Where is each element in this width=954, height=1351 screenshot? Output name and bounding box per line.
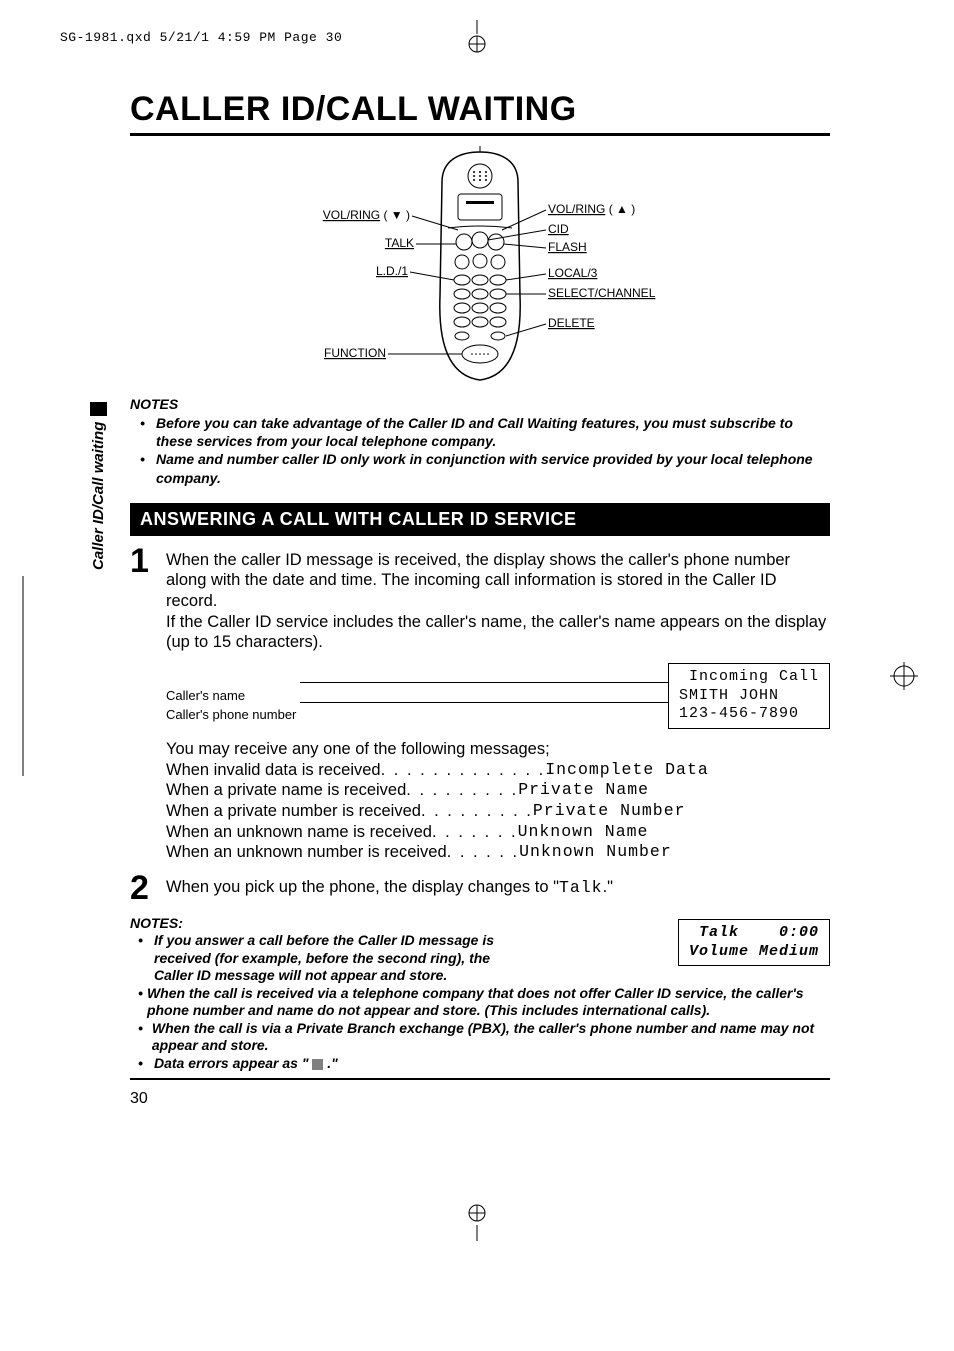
- step-2: 2 When you pick up the phone, the displa…: [130, 877, 830, 905]
- step-body: When you pick up the phone, the display …: [166, 877, 830, 905]
- svg-text:LOCAL/3: LOCAL/3: [548, 266, 598, 280]
- registration-left-icon: [20, 576, 26, 776]
- svg-text:VOL/RING ( ▲ ): VOL/RING ( ▲ ): [548, 202, 635, 216]
- note-item: When the call is via a Private Branch ex…: [152, 1020, 830, 1055]
- side-tab: Caller ID/Call waiting: [90, 402, 107, 570]
- svg-text:TALK: TALK: [385, 236, 414, 250]
- note-item: When the call is received via a telephon…: [147, 985, 830, 1020]
- running-head: SG-1981.qxd 5/21/1 4:59 PM Page 30: [60, 30, 342, 45]
- message-row: When an unknown name is received . . . .…: [166, 822, 830, 843]
- message-row: When a private number is received . . . …: [166, 801, 830, 822]
- caller-name-label: Caller's name: [166, 686, 296, 705]
- svg-text:FUNCTION: FUNCTION: [324, 346, 386, 360]
- content-area: CALLER ID/CALL WAITING: [130, 90, 830, 1108]
- step-number: 1: [130, 544, 160, 653]
- lcd-incoming: Incoming Call SMITH JOHN 123-456-7890: [668, 663, 830, 729]
- notes-list: •Before you can take advantage of the Ca…: [130, 414, 830, 487]
- svg-text:L.D./1: L.D./1: [376, 264, 408, 278]
- message-row: When invalid data is received . . . . . …: [166, 760, 830, 781]
- crop-mark-bottom-icon: [457, 1201, 497, 1241]
- page-number: 30: [130, 1090, 830, 1108]
- page: SG-1981.qxd 5/21/1 4:59 PM Page 30 Calle…: [0, 0, 954, 1351]
- crop-mark-top-icon: [457, 20, 497, 60]
- note-item: If you answer a call before the Caller I…: [154, 932, 524, 985]
- svg-text:SELECT/CHANNEL: SELECT/CHANNEL: [548, 286, 656, 300]
- caller-id-diagram: Caller's name Caller's phone number Inco…: [166, 663, 830, 729]
- messages-block: You may receive any one of the following…: [166, 739, 830, 863]
- svg-text:VOL/RING ( ▼ ): VOL/RING ( ▼ ): [323, 208, 410, 222]
- svg-text:FLASH: FLASH: [548, 240, 587, 254]
- phone-illustration: VOL/RING ( ▼ ) TALK L.D./1 FUNCTION VOL/…: [130, 146, 830, 386]
- footer-rule: [130, 1078, 830, 1080]
- step-body: When the caller ID message is received, …: [166, 550, 830, 653]
- note-item: Name and number caller ID only work in c…: [156, 450, 830, 486]
- svg-text:CID: CID: [548, 222, 569, 236]
- step-1: 1 When the caller ID message is received…: [130, 550, 830, 653]
- message-row: When a private name is received . . . . …: [166, 780, 830, 801]
- step-number: 2: [130, 871, 160, 905]
- lcd-talk: Talk 0:00 Volume Medium: [678, 919, 830, 967]
- gray-square-icon: [312, 1059, 323, 1070]
- section-heading: ANSWERING A CALL WITH CALLER ID SERVICE: [130, 503, 830, 536]
- svg-text:DELETE: DELETE: [548, 316, 595, 330]
- title-rule: [130, 133, 830, 136]
- note-item: Before you can take advantage of the Cal…: [156, 414, 830, 450]
- page-title: CALLER ID/CALL WAITING: [130, 90, 830, 129]
- message-row: When an unknown number is received . . .…: [166, 842, 830, 863]
- caller-number-label: Caller's phone number: [166, 705, 296, 724]
- messages-intro: You may receive any one of the following…: [166, 739, 830, 760]
- registration-right-icon: [884, 656, 924, 696]
- notes-heading: NOTES: [130, 396, 830, 412]
- notes2-block: Talk 0:00 Volume Medium NOTES: •If you a…: [130, 915, 830, 1073]
- note-item: Data errors appear as " .": [154, 1055, 338, 1073]
